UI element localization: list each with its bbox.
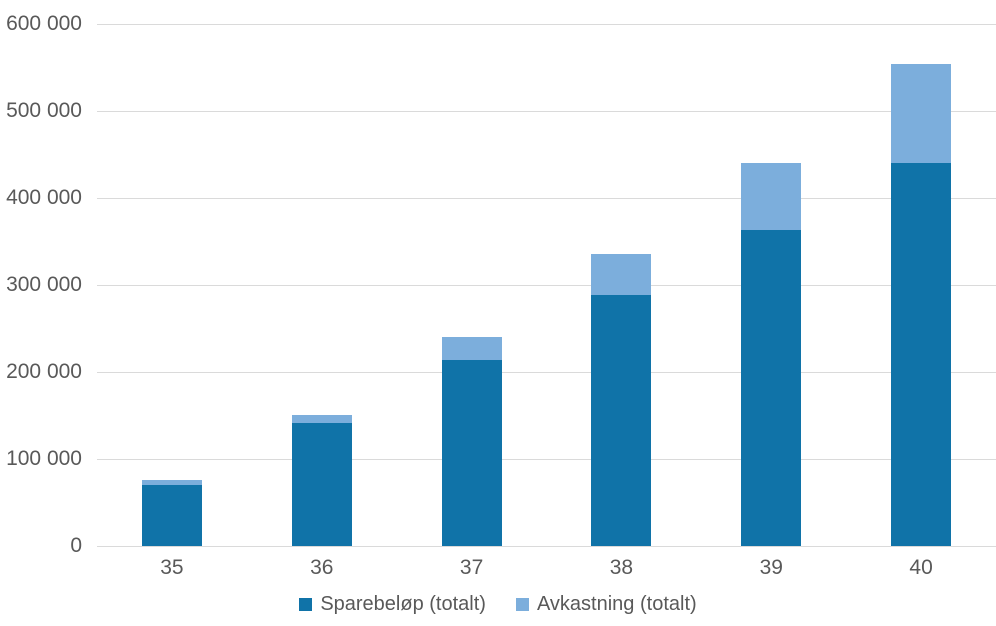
x-axis-label-35: 35	[160, 556, 184, 579]
bar-37-segment-0[interactable]	[441, 359, 502, 546]
bar-35-segment-0[interactable]	[141, 485, 202, 546]
y-axis-tick-label: 500 000	[6, 99, 82, 122]
bar-39-segment-0[interactable]	[741, 230, 802, 546]
gridline-y-100000	[97, 458, 996, 460]
y-axis-tick-label: 200 000	[6, 360, 82, 383]
gridline-y-400000	[97, 197, 996, 199]
y-axis-tick-label: 300 000	[6, 273, 82, 296]
legend-item-sparebelop[interactable]: Sparebeløp (totalt)	[299, 593, 486, 616]
gridline-y-600000	[97, 23, 996, 25]
x-axis-label-37: 37	[459, 556, 484, 579]
bar-40-segment-0[interactable]	[891, 163, 952, 546]
gridline-y-0	[97, 545, 996, 547]
y-axis-tick-label: 400 000	[6, 186, 82, 209]
bar-36-segment-1[interactable]	[291, 414, 352, 424]
legend: Sparebeløp (totalt) Avkastning (totalt)	[0, 591, 996, 617]
legend-label-avkastning: Avkastning (totalt)	[536, 592, 697, 615]
x-axis-label-38: 38	[609, 556, 634, 579]
legend-swatch-sparebelop-icon	[299, 597, 313, 611]
bar-37-segment-1[interactable]	[441, 337, 502, 360]
gridline-y-200000	[97, 371, 996, 373]
bar-36-segment-0[interactable]	[291, 423, 352, 546]
bar-40-segment-1[interactable]	[891, 64, 952, 164]
gridline-y-500000	[97, 110, 996, 112]
y-axis-tick-label: 600 000	[6, 12, 82, 35]
legend-label-sparebelop: Sparebeløp (totalt)	[320, 592, 486, 615]
y-axis-tick-label: 100 000	[6, 447, 82, 470]
gridline-y-300000	[97, 284, 996, 286]
bar-35-segment-1[interactable]	[141, 479, 202, 486]
y-axis-tick-label: 0	[70, 534, 82, 557]
x-axis-label-40: 40	[909, 556, 933, 579]
legend-item-avkastning[interactable]: Avkastning (totalt)	[515, 592, 697, 616]
x-axis-label-39: 39	[759, 556, 783, 579]
legend-swatch-avkastning-icon	[515, 597, 529, 611]
x-axis-label-36: 36	[310, 556, 334, 579]
bar-38-segment-0[interactable]	[591, 295, 652, 546]
bar-38-segment-1[interactable]	[591, 253, 652, 296]
bar-39-segment-1[interactable]	[741, 163, 802, 231]
